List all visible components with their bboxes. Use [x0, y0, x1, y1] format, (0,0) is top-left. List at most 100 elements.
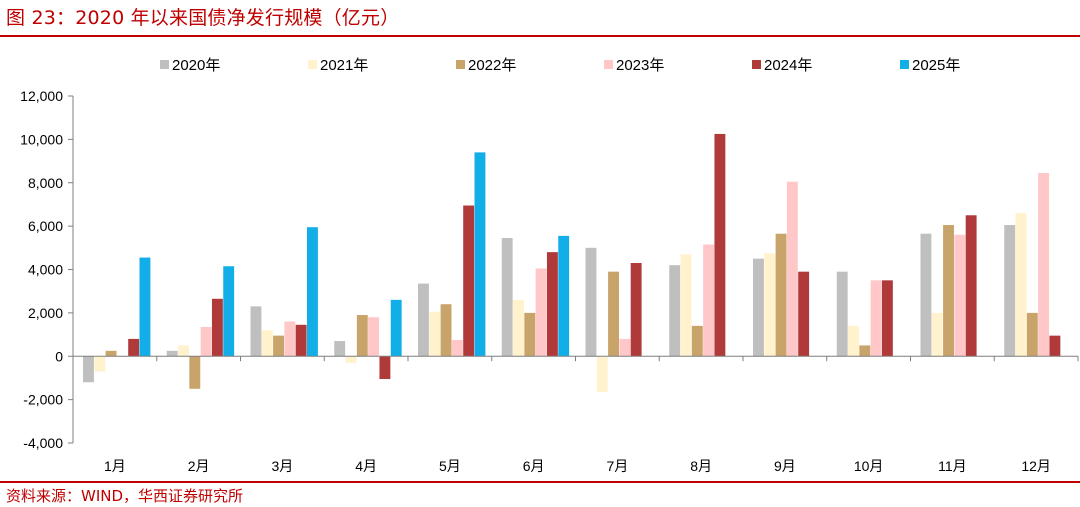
y-tick-label: 2,000: [28, 305, 63, 321]
legend-label: 2020年: [172, 57, 220, 74]
bar-2024年-4月: [379, 356, 391, 380]
legend-swatch: [604, 60, 613, 69]
bar-2022年-2月: [189, 356, 201, 389]
bar-2021年-7月: [596, 356, 608, 393]
x-tick-label: 9月: [774, 458, 796, 474]
bar-2020年-1月: [83, 356, 94, 383]
bar-2023年-10月: [870, 280, 882, 357]
legend-swatch: [160, 60, 169, 69]
bar-2024年-10月: [881, 280, 893, 357]
bar-2024年-2月: [211, 298, 223, 357]
x-tick-label: 5月: [439, 458, 461, 474]
x-tick-label: 10月: [854, 458, 884, 474]
bar-2024年-9月: [798, 271, 810, 357]
bar-2022年-9月: [775, 233, 787, 357]
bar-2022年-7月: [608, 271, 619, 357]
bar-2021年-2月: [178, 345, 189, 357]
bar-2020年-7月: [585, 247, 597, 357]
bar-2022年-5月: [440, 304, 452, 357]
figure-title: 图 23：2020 年以来国债净发行规模（亿元）: [6, 7, 400, 29]
bar-2025年-2月: [223, 266, 235, 357]
y-tick-label: 6,000: [28, 218, 63, 234]
bar-2024年-7月: [630, 262, 642, 357]
legend-label: 2023年: [616, 57, 664, 74]
x-tick-label: 3月: [271, 458, 293, 474]
bar-2023年-5月: [451, 339, 463, 357]
legend-label: 2024年: [764, 57, 812, 74]
bar-2020年-12月: [1004, 225, 1016, 357]
bar-2022年-1月: [105, 350, 117, 357]
bar-2024年-1月: [128, 338, 140, 357]
bar-2020年-4月: [334, 341, 346, 357]
y-tick-label: 0: [55, 348, 63, 364]
bar-2023年-8月: [703, 244, 715, 357]
bar-2024年-8月: [714, 133, 726, 357]
bar-2023年-3月: [284, 321, 296, 357]
bar-2022年-6月: [524, 312, 536, 357]
bar-2023年-7月: [619, 338, 631, 357]
bar-2021年-10月: [848, 325, 859, 357]
bar-2023年-2月: [200, 326, 212, 357]
bar-2025年-3月: [307, 227, 318, 357]
legend-swatch: [456, 60, 465, 69]
bar-2021年-9月: [764, 253, 776, 357]
bar-2023年-6月: [535, 268, 547, 357]
bar-2023年-11月: [954, 234, 966, 357]
bar-2024年-12月: [1049, 335, 1061, 357]
x-tick-label: 7月: [606, 458, 628, 474]
bar-2021年-8月: [680, 254, 692, 357]
bar-2022年-3月: [273, 335, 284, 357]
bar-2025年-5月: [474, 152, 486, 357]
x-tick-label: 1月: [104, 458, 126, 474]
y-tick-label: -4,000: [23, 435, 63, 451]
bar-2024年-3月: [295, 324, 307, 357]
x-tick-label: 6月: [523, 458, 545, 474]
bar-2021年-6月: [513, 299, 524, 357]
bar-2021年-12月: [1015, 213, 1027, 357]
bar-2025年-1月: [139, 257, 151, 357]
x-tick-label: 2月: [188, 458, 210, 474]
y-axis: -4,000 -2,000 0 2,000 4,000 6,000 8,000 10,000 1…: [20, 88, 74, 451]
bar-2024年-11月: [965, 215, 977, 357]
bar-2025年-6月: [558, 235, 570, 357]
legend-label: 2022年: [468, 57, 516, 74]
y-tick-label: 8,000: [28, 175, 63, 191]
y-tick-label: 12,000: [20, 88, 63, 104]
bar-2020年-8月: [669, 265, 681, 357]
bar-chart: 2020年 2021年 2022年 2023年 2024年 2025年 -4,000 -2,…: [20, 57, 1079, 474]
bar-2021年-11月: [931, 312, 943, 357]
bar-2021年-3月: [261, 330, 273, 357]
legend-label: 2021年: [320, 57, 368, 74]
bar-2023年-4月: [368, 317, 380, 357]
bar-2023年-12月: [1038, 172, 1050, 357]
source-note: 资料来源：WIND，华西证券研究所: [6, 487, 244, 505]
bar-2021年-1月: [94, 356, 106, 372]
x-tick-label: 8月: [690, 458, 712, 474]
y-tick-label: -2,000: [23, 392, 63, 408]
bar-2020年-11月: [920, 233, 932, 357]
bar-2020年-3月: [250, 306, 262, 357]
chart-legend: 2020年 2021年 2022年 2023年 2024年 2025年: [160, 57, 960, 74]
bar-2020年-9月: [753, 258, 764, 357]
bar-2022年-12月: [1026, 312, 1038, 357]
bar-2020年-5月: [418, 283, 429, 357]
bar-2020年-2月: [166, 350, 178, 357]
title-rule: [0, 35, 1080, 37]
x-tick-label: 11月: [938, 458, 967, 474]
legend-label: 2025年: [912, 57, 960, 74]
x-tick-label: 4月: [355, 458, 377, 474]
x-tick-label: 12月: [1021, 458, 1051, 474]
legend-swatch: [752, 60, 761, 69]
y-tick-label: 4,000: [28, 262, 63, 278]
bar-2022年-4月: [356, 315, 368, 357]
y-tick-label: 10,000: [20, 131, 63, 147]
legend-swatch: [308, 60, 317, 69]
bar-2020年-10月: [836, 271, 848, 357]
bar-2025年-4月: [390, 299, 402, 357]
legend-swatch: [900, 60, 909, 69]
footer-rule: [0, 481, 1080, 483]
x-axis: 1月 2月 3月 4月 5月 6月 7月 8月 9月 10月 11月 12月: [72, 355, 1079, 474]
bar-2021年-5月: [429, 311, 441, 357]
bar-2024年-5月: [463, 205, 475, 357]
bar-2022年-11月: [943, 225, 954, 357]
